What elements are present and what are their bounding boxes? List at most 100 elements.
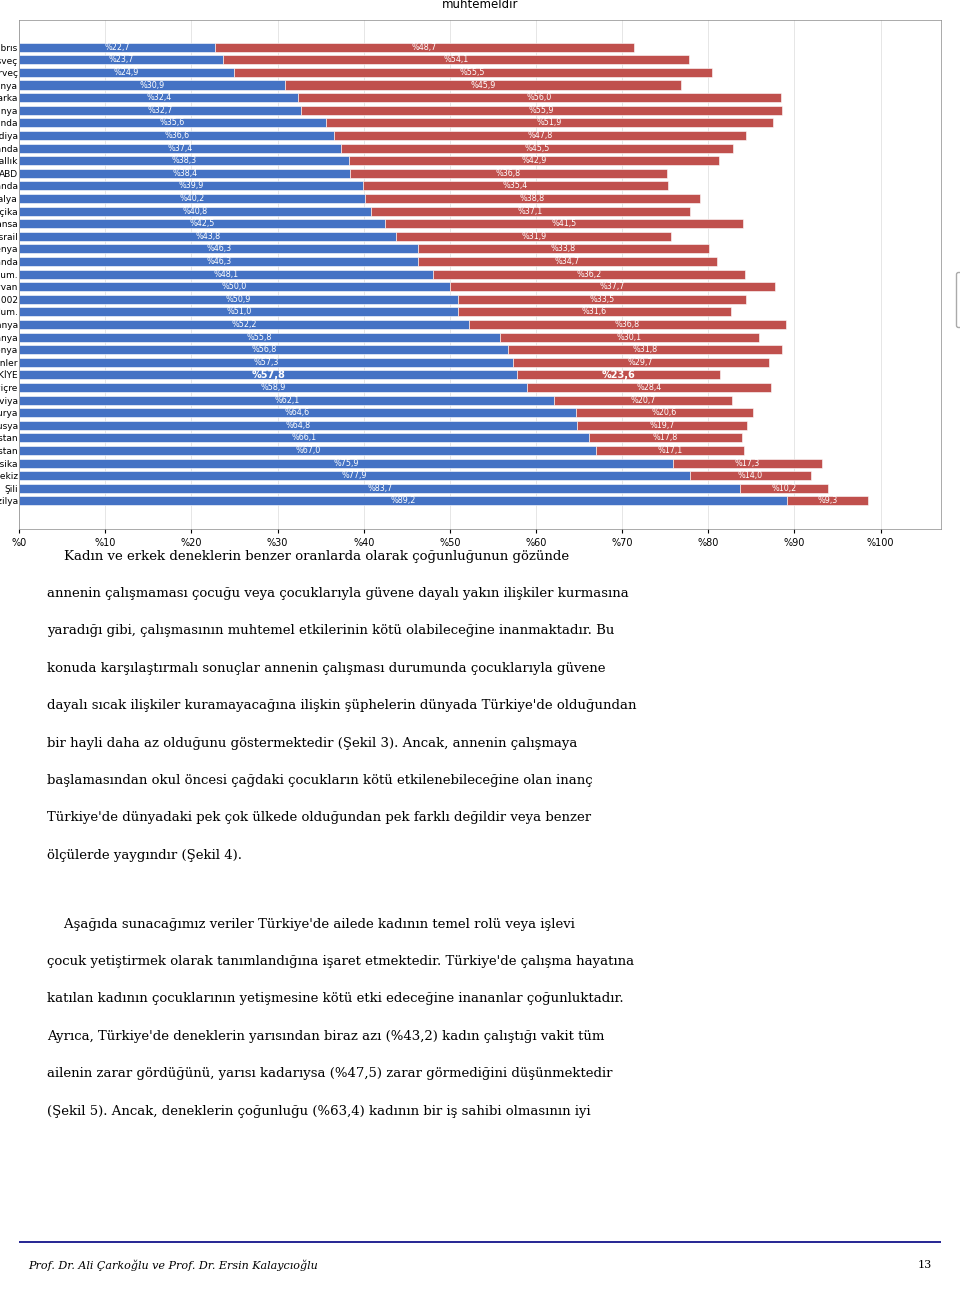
Text: %50,0: %50,0 [222,283,247,292]
Text: %14,0: %14,0 [738,471,763,480]
Text: %36,8: %36,8 [496,169,521,178]
Text: %29,7: %29,7 [628,358,654,367]
Text: (Şekil 5). Ancak, deneklerin çoğunluğu (%63,4) kadının bir iş sahibi olmasının i: (Şekil 5). Ancak, deneklerin çoğunluğu (… [47,1104,590,1117]
Bar [19,219,385,228]
Text: %43,8: %43,8 [195,232,221,241]
Text: %52,2: %52,2 [231,320,256,329]
Bar [300,105,782,115]
Bar [468,320,786,329]
Text: dayalı sıcak ilişkiler kuramayacağına ilişkin şüphelerin dünyada Türkiye'de oldu: dayalı sıcak ilişkiler kuramayacağına il… [47,699,636,712]
Text: %57,8: %57,8 [252,370,285,380]
Text: %20,7: %20,7 [631,396,656,405]
Text: Prof. Dr. Ali Çarkoğlu ve Prof. Dr. Ersin Kalaycıoğlu: Prof. Dr. Ali Çarkoğlu ve Prof. Dr. Ersi… [29,1259,318,1271]
Text: %36,8: %36,8 [614,320,640,329]
Bar [434,270,745,279]
Text: %33,8: %33,8 [551,245,576,254]
Text: %36,6: %36,6 [164,132,189,139]
Text: %17,3: %17,3 [734,458,760,467]
Text: %75,9: %75,9 [333,458,359,467]
Bar [19,471,690,480]
Text: %17,1: %17,1 [658,447,683,454]
Bar [19,105,300,115]
Bar [233,68,711,77]
Bar [19,156,349,165]
Text: %39,9: %39,9 [179,181,204,190]
Bar [458,294,746,303]
Bar [19,358,513,367]
Text: başlamasından okul öncesi çağdaki çocukların kötü etkilenebileceğine olan inanç: başlamasından okul öncesi çağdaki çocukl… [47,773,592,786]
Bar [19,143,342,152]
Text: çocuk yetiştirmek olarak tanımlandığına işaret etmektedir. Türkiye'de çalışma ha: çocuk yetiştirmek olarak tanımlandığına … [47,956,634,969]
Bar [19,484,740,493]
Text: %46,3: %46,3 [206,245,231,254]
Text: %35,4: %35,4 [503,181,528,190]
Text: %64,6: %64,6 [285,409,310,417]
Text: %19,7: %19,7 [650,421,675,430]
Text: %40,2: %40,2 [180,194,204,203]
Text: konuda karşılaştırmalı sonuçlar annenin çalışması durumunda çocuklarıyla güvene: konuda karşılaştırmalı sonuçlar annenin … [47,661,606,674]
Text: %34,7: %34,7 [555,256,580,266]
Text: %67,0: %67,0 [295,447,321,454]
Text: %51,9: %51,9 [537,118,562,128]
Text: Ayrıca, Türkiye'de deneklerin yarısından biraz azı (%43,2) kadın çalıştığı vakit: Ayrıca, Türkiye'de deneklerin yarısından… [47,1030,604,1043]
Bar [19,194,366,203]
Text: Aşağıda sunacağımız veriler Türkiye'de ailede kadının temel rolü veya işlevi: Aşağıda sunacağımız veriler Türkiye'de a… [47,918,575,931]
Text: %20,6: %20,6 [652,409,677,417]
Text: annenin çalışmaması çocuğu veya çocuklarıyla güvene dayalı yakın ilişkiler kurma: annenin çalışmaması çocuğu veya çocuklar… [47,587,629,600]
Text: %57,3: %57,3 [253,358,278,367]
Bar [673,458,822,467]
Bar [19,458,673,467]
Bar [19,434,588,443]
Text: %31,9: %31,9 [521,232,546,241]
Text: katılan kadının çocuklarının yetişmesine kötü etki edeceğine inananlar çoğunlukt: katılan kadının çocuklarının yetişmesine… [47,992,623,1005]
Bar [509,345,782,354]
Text: %47,8: %47,8 [528,132,553,139]
Bar [19,307,459,316]
Bar [19,383,526,392]
Text: 13: 13 [918,1260,931,1271]
Bar [450,283,775,292]
Text: %55,9: %55,9 [529,105,554,115]
Bar [577,421,747,430]
Bar [740,484,828,493]
Bar [19,132,334,141]
Text: %56,8: %56,8 [252,345,276,354]
Text: %24,9: %24,9 [113,68,139,77]
Text: %45,9: %45,9 [470,81,495,90]
Bar [459,307,731,316]
Text: %30,9: %30,9 [139,81,165,90]
Bar [554,396,732,405]
Text: %55,8: %55,8 [247,332,273,341]
Bar [19,294,458,303]
Text: %37,7: %37,7 [600,283,625,292]
Bar [19,55,224,64]
Bar [19,181,363,190]
Bar [366,194,700,203]
Text: muhtemeldir: muhtemeldir [442,0,518,12]
Bar [500,332,759,341]
Text: bir hayli daha az olduğunu göstermektedir (Şekil 3). Ancak, annenin çalışmaya: bir hayli daha az olduğunu göstermektedi… [47,737,577,750]
Text: ölçülerde yaygındır (Şekil 4).: ölçülerde yaygındır (Şekil 4). [47,849,242,862]
Text: %45,5: %45,5 [524,143,550,152]
Bar [371,207,690,216]
Text: %50,9: %50,9 [226,294,252,303]
Text: %30,1: %30,1 [617,332,642,341]
Text: %54,1: %54,1 [444,55,468,64]
Bar [19,496,787,505]
Bar [224,55,689,64]
Text: %77,9: %77,9 [342,471,368,480]
Text: %35,6: %35,6 [160,118,185,128]
Text: %33,5: %33,5 [589,294,614,303]
Text: ailenin zarar gördüğünü, yarısı kadarıysa (%47,5) zarar görmediğini düşünmektedi: ailenin zarar gördüğünü, yarısı kadarıys… [47,1068,612,1081]
Bar [299,92,780,102]
Bar [19,409,576,417]
Bar [19,270,434,279]
Text: %62,1: %62,1 [274,396,300,405]
Bar [19,207,371,216]
Bar [513,358,769,367]
Bar [342,143,733,152]
Text: %37,4: %37,4 [168,143,193,152]
Text: %38,8: %38,8 [520,194,545,203]
Bar [418,245,709,254]
Bar [19,345,509,354]
